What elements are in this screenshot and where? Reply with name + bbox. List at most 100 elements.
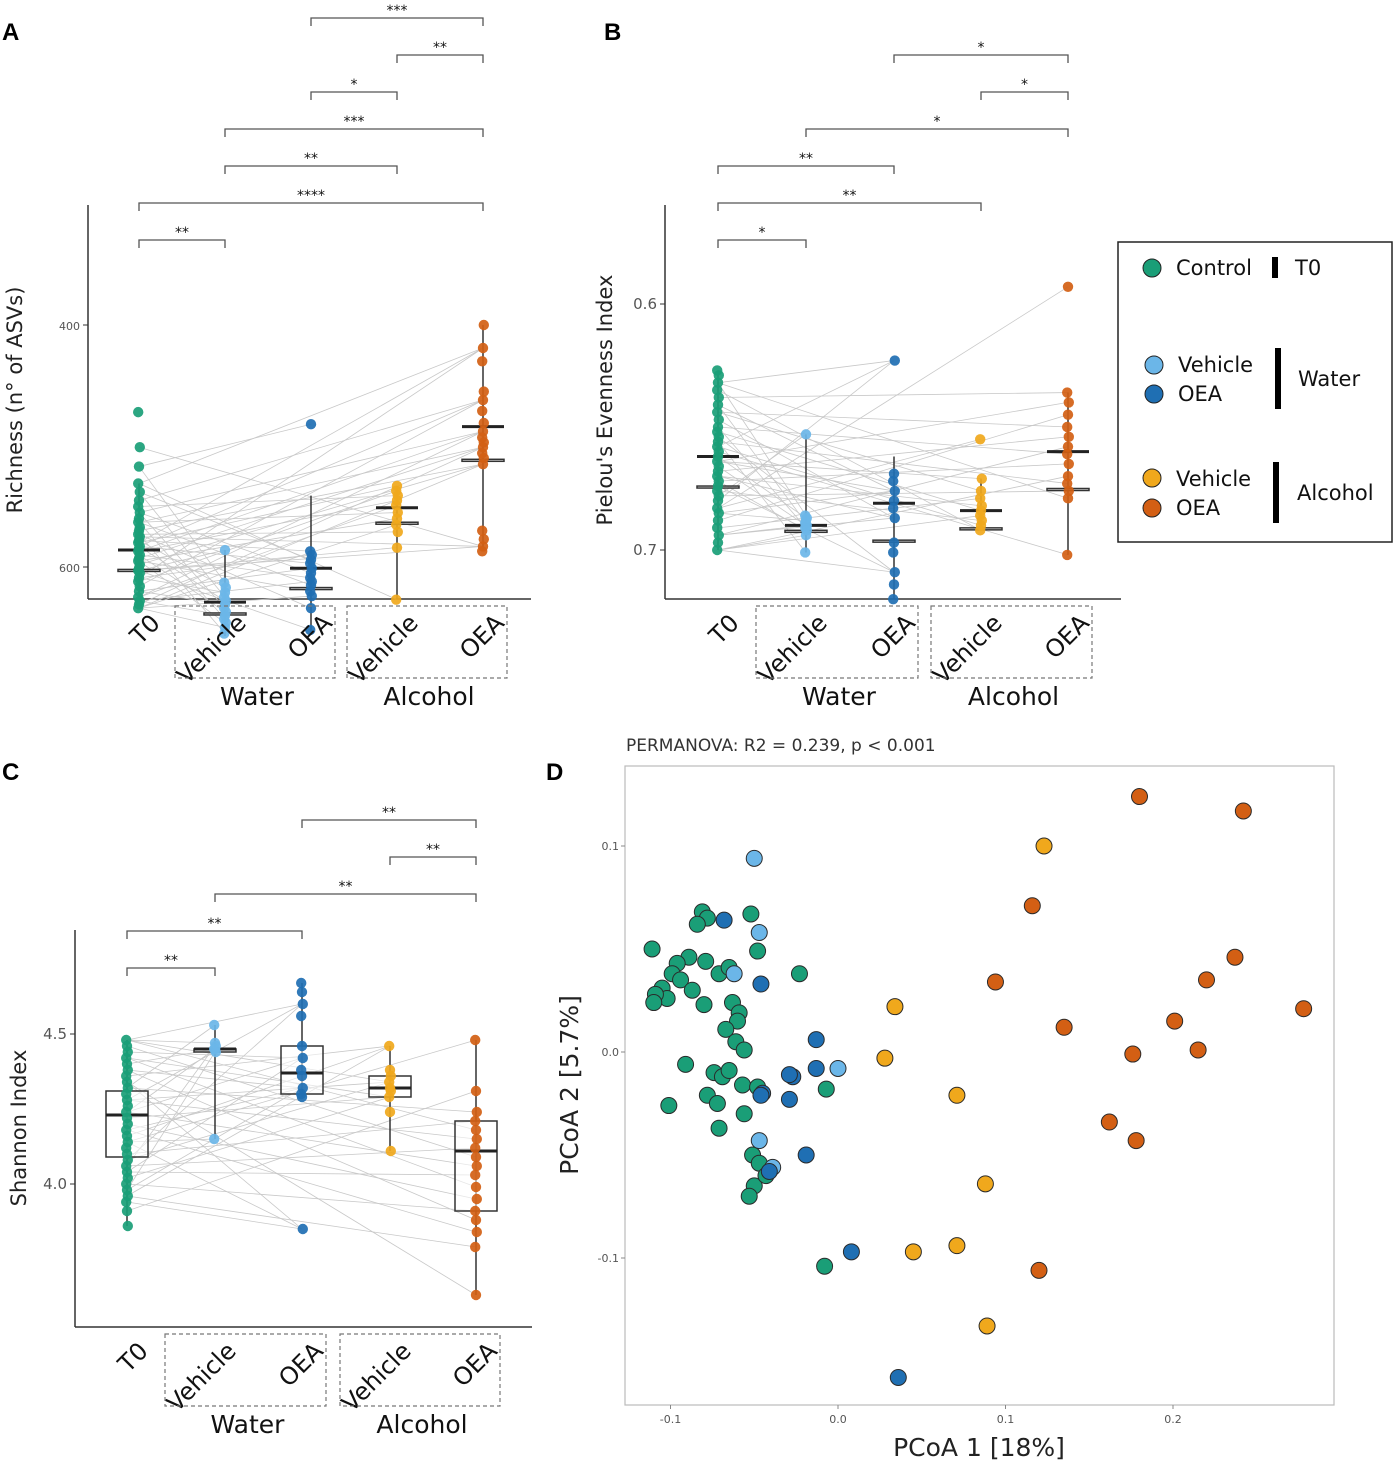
data-point	[1062, 471, 1074, 482]
significance-bracket	[138, 202, 484, 211]
data-point	[800, 510, 811, 521]
group-frame	[174, 605, 336, 679]
pair-line	[126, 1081, 477, 1296]
pair-line	[126, 1201, 303, 1230]
data-point	[470, 1142, 481, 1154]
significance-bracket	[224, 165, 398, 174]
y-tick-label: 600	[59, 562, 80, 575]
data-point	[1062, 409, 1074, 420]
pair-line	[717, 382, 1069, 499]
scatter-point	[1295, 1000, 1313, 1018]
data-point	[384, 1040, 395, 1052]
scatter-point	[715, 911, 733, 929]
scatter-point	[752, 1086, 770, 1104]
pair-line	[717, 431, 982, 512]
significance-bracket	[717, 165, 895, 174]
data-point	[470, 1085, 482, 1097]
category-label: OEA	[282, 608, 338, 664]
data-point	[477, 525, 488, 536]
significance-bracket	[310, 17, 484, 26]
group-label: Water	[211, 1410, 286, 1439]
pair-line	[138, 446, 484, 523]
pair-line	[717, 475, 982, 507]
category-label: Vehicle	[343, 609, 423, 689]
significance-label: **	[433, 40, 447, 56]
significance-bracket	[126, 967, 216, 976]
pair-line	[126, 1057, 391, 1098]
y-tick-label: 0.7	[633, 541, 657, 559]
data-point	[470, 1289, 482, 1301]
data-point	[470, 1151, 482, 1163]
pair-line	[717, 360, 895, 384]
pair-line	[138, 431, 484, 513]
data-point	[1062, 281, 1074, 292]
pair-line	[138, 485, 398, 544]
scatter-point	[807, 1059, 825, 1077]
legend-group-t0: T0	[1294, 256, 1321, 280]
data-point	[477, 394, 489, 406]
scatter-point	[745, 849, 763, 867]
data-point	[1062, 421, 1073, 433]
panel-label-d: D	[546, 759, 563, 786]
pair-line	[126, 1096, 391, 1179]
pair-line	[717, 411, 1069, 428]
pair-line	[138, 524, 398, 609]
pair-line	[126, 1045, 391, 1077]
y-tick-label: 0.1	[602, 840, 620, 853]
legend-swatch-alcohol-oea	[1142, 498, 1162, 518]
scatter-point	[1226, 948, 1244, 966]
y-tick-label: 400	[59, 320, 80, 333]
scatter-point	[1030, 1261, 1048, 1279]
group-label: Alcohol	[376, 1410, 467, 1439]
scatter-point	[660, 1097, 678, 1115]
legend-box	[1117, 241, 1393, 543]
scatter-point	[1124, 1045, 1142, 1063]
group-label: Water	[802, 682, 877, 711]
panel-d-pcoa: PERMANOVA: R2 = 0.239, p < 0.001 -0.1 0.0 0…	[555, 736, 1335, 1462]
data-point	[470, 1124, 482, 1136]
scatter-point	[886, 998, 904, 1016]
scatter-point	[807, 1031, 825, 1049]
category-label: Vehicle	[336, 1337, 416, 1417]
group-frame	[755, 605, 919, 679]
pair-line	[126, 1057, 477, 1188]
scatter-point	[735, 1041, 753, 1059]
pair-line	[138, 347, 484, 544]
pair-line	[138, 431, 484, 552]
legend-label-alcohol-oea: OEA	[1176, 496, 1221, 520]
scatter-point	[734, 1076, 752, 1094]
data-point	[1063, 397, 1075, 408]
pair-line	[138, 347, 484, 484]
pair-line	[717, 360, 895, 448]
scatter-point	[1100, 1113, 1118, 1131]
group-label: Alcohol	[968, 682, 1059, 711]
legend-label-water-vehicle: Vehicle	[1178, 353, 1253, 377]
group-label: Alcohol	[383, 682, 474, 711]
scatter-point	[986, 973, 1004, 991]
pair-line	[126, 1171, 477, 1176]
scatter-point	[729, 1012, 746, 1030]
scatter-point	[1127, 1132, 1145, 1150]
data-point	[122, 1220, 133, 1232]
category-label: OEA	[273, 1336, 329, 1392]
scatter-point	[735, 1105, 753, 1123]
data-point	[471, 1160, 482, 1172]
scatter-point	[948, 1086, 966, 1104]
significance-label: **	[208, 916, 222, 932]
pair-line	[717, 441, 807, 553]
data-point	[478, 533, 489, 545]
significance-label: *	[934, 114, 941, 130]
data-point	[477, 405, 488, 417]
data-point	[471, 1226, 482, 1238]
scatter-point	[717, 1020, 735, 1038]
data-point	[385, 1145, 396, 1157]
pair-line	[138, 399, 484, 547]
panel-label-a: A	[2, 19, 19, 46]
scatter-point	[1023, 897, 1041, 915]
significance-bracket	[301, 819, 477, 828]
legend: Control T0 Vehicle OEA Water Vehicle OEA…	[1117, 241, 1393, 543]
significance-bracket	[389, 856, 477, 865]
significance-label: **	[175, 225, 189, 241]
group-frame	[339, 1333, 501, 1407]
